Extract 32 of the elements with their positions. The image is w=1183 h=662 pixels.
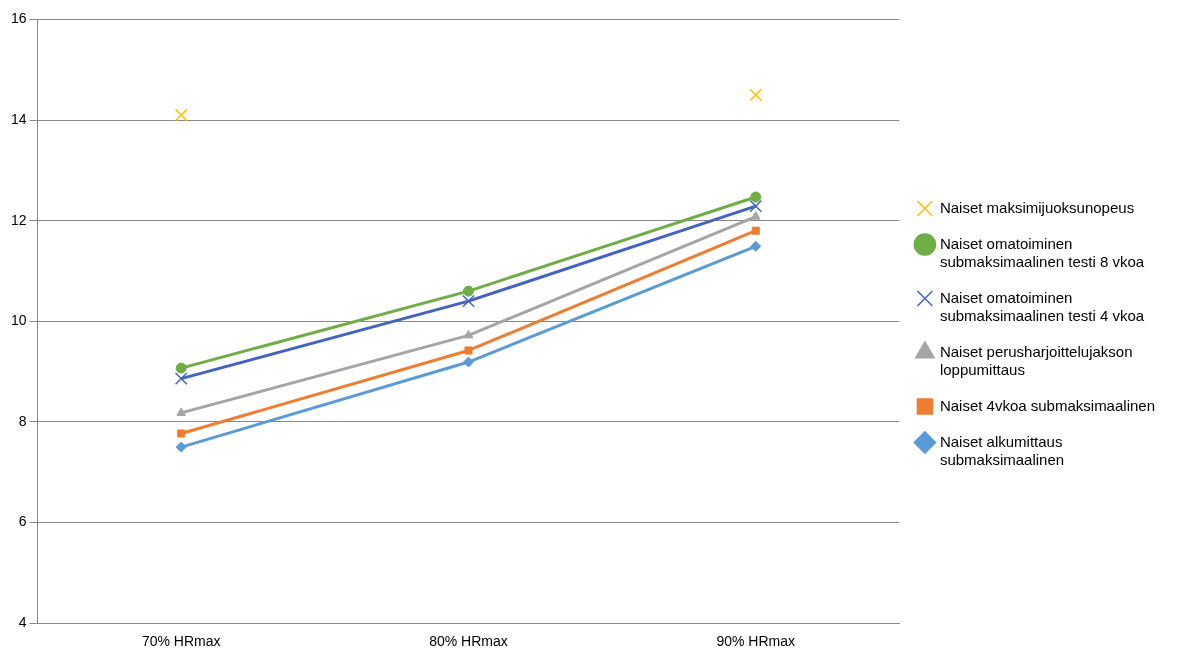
x-tick-label: 70% HRmax: [141, 633, 221, 650]
point: [175, 362, 187, 374]
point: [462, 356, 474, 368]
point: [174, 108, 188, 122]
y-tick-label: 10: [10, 312, 27, 329]
point: [751, 226, 760, 235]
point: [174, 372, 188, 386]
point: [749, 199, 763, 213]
y-tick-label: 12: [10, 211, 27, 228]
y-tick-label: 16: [10, 10, 27, 27]
point: [749, 88, 763, 102]
x-tick-label: 80% HRmax: [429, 633, 508, 650]
point: [175, 441, 187, 453]
y-tick-label: 4: [18, 614, 27, 631]
point: [463, 329, 474, 339]
point: [464, 346, 473, 355]
legend-label: Naiset omatoiminen submaksimaalinen testi 8 vkoa: [939, 234, 1145, 270]
point: [462, 294, 475, 308]
point: [750, 191, 762, 203]
point: [750, 240, 762, 252]
legend-label: Naiset 4vkoa submaksimaalinen: [939, 396, 1155, 414]
y-tick-label: 14: [10, 110, 27, 127]
y-tick-label: 6: [18, 513, 27, 530]
legend-label: Naiset omatoiminen submaksimaalinen testi 4 vkoa: [939, 288, 1145, 324]
point: [177, 429, 186, 438]
point: [176, 407, 187, 416]
y-tick-label: 8: [18, 412, 27, 429]
legend-label: Naiset alkumittaus submaksimaalinen: [939, 432, 1065, 468]
legend-label: Naiset perusharjoittelujakson loppumittaus: [939, 342, 1133, 378]
legend-label: Naiset maksimijuoksunopeus: [939, 198, 1135, 216]
point: [462, 285, 474, 297]
x-tick-label: 90% HRmax: [716, 633, 796, 650]
